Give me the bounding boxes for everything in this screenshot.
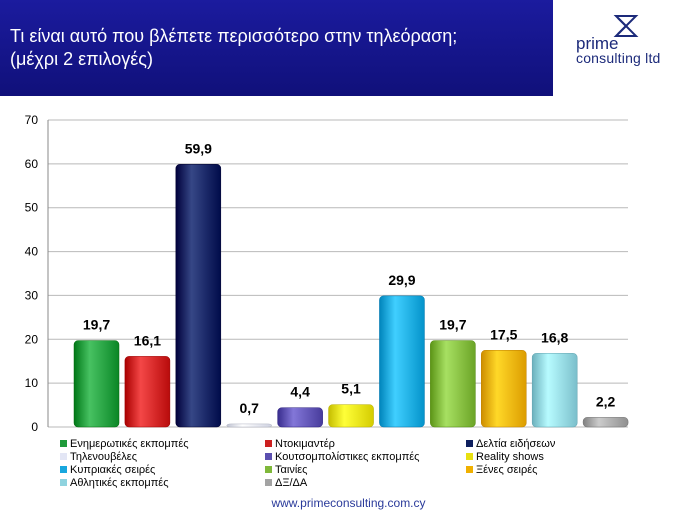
y-tick-label: 30 — [25, 288, 39, 302]
legend-label: Ταινίες — [275, 464, 308, 476]
bar — [175, 164, 222, 428]
legend-swatch — [60, 478, 67, 486]
chart-title: Τι είναι αυτό που βλέπετε περισσότερο στ… — [10, 26, 458, 46]
chart-subtitle: (μέχρι 2 επιλογές) — [10, 49, 153, 69]
data-label: 5,1 — [341, 381, 361, 397]
bar — [328, 404, 374, 428]
legend-swatch — [466, 452, 473, 460]
legend-swatch — [466, 465, 473, 473]
legend-label: Αθλητικές εκπομπές — [70, 477, 169, 489]
bar — [430, 340, 476, 428]
data-label: 4,4 — [290, 384, 310, 400]
y-tick-label: 40 — [25, 245, 39, 259]
legend-item: Ντοκιμαντέρ — [265, 438, 335, 451]
legend-swatch — [60, 452, 67, 460]
legend-item: Ξένες σειρές — [466, 464, 537, 477]
y-tick-label: 20 — [25, 332, 39, 346]
legend-swatch — [265, 452, 272, 460]
legend-item: Κυπριακές σειρές — [60, 464, 155, 477]
bar — [379, 295, 425, 428]
legend-swatch — [60, 439, 67, 447]
bar — [277, 407, 323, 428]
data-label: 29,9 — [388, 272, 415, 288]
legend-item: Δελτία ειδήσεων — [466, 438, 555, 451]
logo-word-prime: prime — [576, 34, 619, 53]
y-tick-label: 0 — [31, 420, 38, 434]
legend-swatch — [265, 465, 272, 473]
data-label: 0,7 — [239, 400, 259, 416]
legend-label: Reality shows — [476, 451, 544, 463]
data-label: 17,5 — [490, 326, 517, 342]
legend-label: Ξένες σειρές — [476, 464, 538, 476]
legend-swatch — [466, 439, 473, 447]
bars — [73, 164, 629, 428]
logo-mark-icon — [613, 15, 639, 37]
legend-label: Τηλενουβέλες — [70, 451, 138, 463]
legend-swatch — [60, 465, 67, 473]
legend-item: Αθλητικές εκπομπές — [60, 477, 169, 490]
legend-label: Δελτία ειδήσεων — [476, 438, 556, 450]
legend-item: Τηλενουβέλες — [60, 451, 137, 464]
data-label: 59,9 — [185, 140, 212, 156]
y-tick-label: 10 — [25, 376, 39, 390]
data-label: 19,7 — [439, 317, 466, 333]
legend-swatch — [265, 478, 272, 486]
y-tick-label: 50 — [25, 201, 39, 215]
legend-item: ΔΞ/ΔΑ — [265, 477, 307, 490]
header-banner: Τι είναι αυτό που βλέπετε περισσότερο στ… — [0, 0, 553, 96]
y-axis: 0 10 20 30 40 50 60 70 — [25, 113, 49, 434]
company-logo: prime consulting ltd — [570, 12, 685, 82]
data-label: 19,7 — [83, 317, 110, 333]
y-tick-label: 70 — [25, 113, 39, 127]
legend-label: Κυπριακές σειρές — [70, 464, 156, 476]
legend-item: Ενημερωτικές εκπομπές — [60, 438, 189, 451]
bar — [582, 417, 629, 428]
bar — [124, 356, 171, 428]
logo-word-consulting: consulting ltd — [576, 50, 661, 66]
legend-item: Reality shows — [466, 451, 544, 464]
bar-chart: 0 10 20 30 40 50 60 70 19,7 16,1 59,9 0,7 4,4 5,1 29,… — [25, 113, 629, 434]
legend-item: Ταινίες — [265, 464, 307, 477]
legend-swatch — [265, 439, 272, 447]
data-label: 16,8 — [541, 329, 568, 345]
legend-item: Κουτσομπολίστικες εκπομπές — [265, 451, 419, 464]
bar — [481, 350, 527, 428]
bar — [73, 340, 120, 428]
y-tick-label: 60 — [25, 157, 39, 171]
legend-label: Κουτσομπολίστικες εκπομπές — [275, 451, 420, 463]
bar — [226, 423, 272, 428]
legend-label: ΔΞ/ΔΑ — [275, 477, 308, 489]
data-label: 16,1 — [134, 332, 161, 348]
data-labels: 19,7 16,1 59,9 0,7 4,4 5,1 29,9 19,7 17,5 16,8 2,2 — [83, 140, 616, 416]
legend-label: Ενημερωτικές εκπομπές — [70, 438, 189, 450]
legend-label: Ντοκιμαντέρ — [275, 438, 335, 450]
bar — [531, 353, 578, 428]
footer-url[interactable]: www.primeconsulting.com.cy — [271, 496, 426, 510]
data-label: 2,2 — [596, 393, 616, 409]
